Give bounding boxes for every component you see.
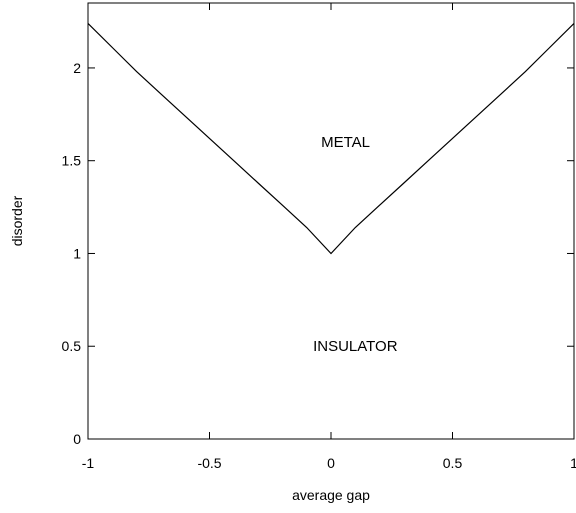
plot-frame — [87, 2, 575, 440]
y-axis-label: disorder — [9, 195, 25, 246]
y-tick-label: 1.5 — [62, 153, 82, 169]
x-tick-label: 0 — [327, 455, 335, 471]
y-tick-label: 0 — [73, 431, 81, 447]
series-layer — [87, 22, 575, 255]
x-tick-label: -1 — [82, 455, 95, 471]
x-axis: -1 -0.5 0 0.5 1 — [82, 3, 576, 471]
phase-boundary-line — [87, 22, 575, 255]
x-tick-label: 1 — [570, 455, 576, 471]
x-axis-label: average gap — [292, 487, 370, 503]
x-tick-label: 0.5 — [443, 455, 463, 471]
y-tick-label: 2 — [73, 60, 81, 76]
region-label-metal: METAL — [321, 134, 370, 151]
y-axis: 0 0.5 1 1.5 2 — [62, 60, 574, 447]
plot-border — [87, 2, 575, 440]
annotation-layer: METAL INSULATOR — [313, 134, 398, 355]
y-tick-label: 1 — [73, 245, 81, 261]
x-tick-label: -0.5 — [197, 455, 221, 471]
y-tick-label: 0.5 — [62, 338, 82, 354]
region-label-insulator: INSULATOR — [313, 338, 398, 355]
